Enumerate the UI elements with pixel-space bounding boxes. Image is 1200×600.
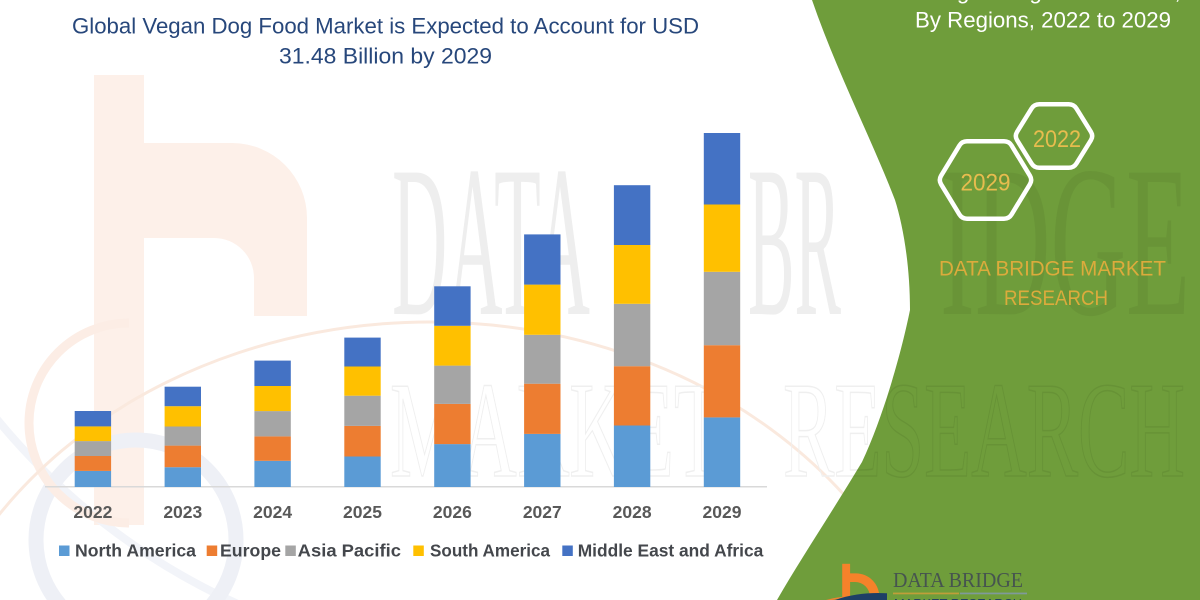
svg-text:2029: 2029: [961, 170, 1011, 197]
svg-text:31.48 Billion by 2029: 31.48 Billion by 2029: [279, 44, 492, 69]
svg-text:2027: 2027: [523, 502, 562, 522]
svg-text:Middle East and Africa: Middle East and Africa: [578, 541, 764, 561]
svg-text:Global Vegan Dog Food Market,: Global Vegan Dog Food Market,: [859, 0, 1180, 4]
svg-text:2028: 2028: [613, 502, 652, 522]
svg-text:IDGE: IDGE: [940, 122, 1190, 361]
svg-text:South America: South America: [430, 541, 550, 561]
svg-text:2022: 2022: [1033, 126, 1081, 153]
svg-text:Global Vegan Dog Food Market i: Global Vegan Dog Food Market is Expected…: [72, 14, 699, 39]
svg-text:RESEARCH: RESEARCH: [1004, 286, 1108, 310]
svg-text:2029: 2029: [703, 502, 742, 522]
svg-text:North America: North America: [75, 541, 196, 561]
svg-text:BR: BR: [748, 122, 841, 361]
svg-text:Asia Pacific: Asia Pacific: [298, 541, 402, 561]
svg-text:2023: 2023: [163, 502, 202, 522]
svg-text:MARKET RESEARCH: MARKET RESEARCH: [894, 597, 1022, 600]
svg-text:By Regions, 2022 to 2029: By Regions, 2022 to 2029: [915, 8, 1171, 33]
svg-text:Europe: Europe: [220, 541, 281, 561]
svg-text:2022: 2022: [73, 502, 112, 522]
svg-text:2026: 2026: [433, 502, 472, 522]
svg-text:2024: 2024: [253, 502, 292, 522]
svg-text:DATA BRIDGE: DATA BRIDGE: [893, 568, 1023, 592]
svg-text:2025: 2025: [343, 502, 382, 522]
svg-text:DATA BRIDGE MARKET: DATA BRIDGE MARKET: [939, 257, 1166, 281]
